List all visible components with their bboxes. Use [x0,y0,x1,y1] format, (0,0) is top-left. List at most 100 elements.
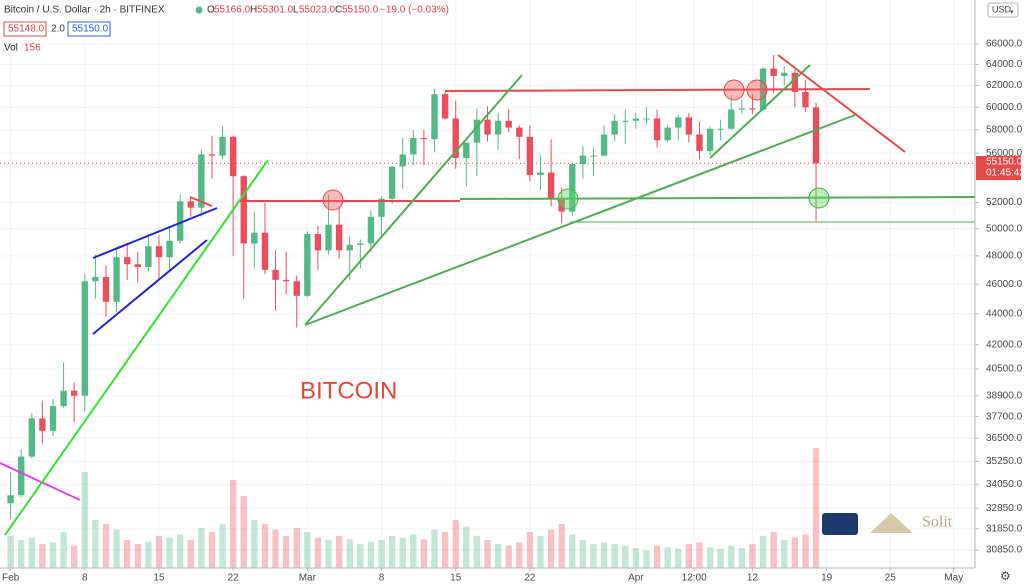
trendline [0,462,81,501]
candle-body [102,276,110,302]
candle-body [325,224,332,251]
dropdown-arrow[interactable]: ▾ [1010,9,1014,16]
volume-bar [770,532,777,568]
y-tick-label: 64000.0 [986,59,1023,70]
candle-body [420,137,428,140]
volume-bar [7,536,14,568]
x-tick-label: 8 [82,573,88,584]
trendline [92,207,218,259]
candle-body [717,128,724,130]
candle-body [272,269,279,280]
countdown: 01:45:42 [986,168,1024,179]
volume-bar [293,528,300,568]
marker-circle [557,188,579,210]
status-dot [195,6,203,14]
candle-body [664,127,671,141]
y-tick-label: 60000.0 [986,102,1023,113]
volume-bar [569,534,576,568]
candle-body [155,246,163,258]
volume-bar [229,480,237,568]
candle-body [399,154,406,167]
volume-bar [685,544,693,568]
logo-icon [822,513,858,535]
volume-bar [749,544,756,568]
currency[interactable]: USD [992,4,1012,14]
ask-box[interactable] [67,21,111,37]
x-tick-label: 22 [228,573,240,584]
volume-bar [781,540,788,568]
volume-bar [812,448,820,568]
y-tick-label: 50000.0 [986,223,1023,234]
candle-body [282,279,290,282]
volume-bar [176,534,184,568]
marker-circle [322,189,344,211]
candles [7,55,820,520]
volume-bar [611,544,618,568]
settings-icon[interactable]: ⚙ [1000,569,1011,583]
candle-body [781,72,788,76]
candle-body [473,119,481,143]
x-tick-label: 19 [821,573,833,584]
candle-body [569,164,576,212]
volume-bar [92,520,99,568]
volume-bar [123,540,131,568]
volume-bar [505,545,512,568]
volume-bar [357,544,364,568]
currency-button[interactable] [987,2,1019,18]
drawings [0,54,976,536]
volume-bar [325,540,332,568]
y-tick-label: 37700.0 [986,411,1023,422]
volume-bar [208,532,216,568]
volume-bar [738,548,746,568]
candle-body [632,118,640,121]
candle-body [494,120,502,135]
volume-bar [452,520,459,568]
candle-body [791,72,799,92]
ohlc-value: 55150.0 [342,5,379,16]
candle-body [600,134,608,156]
legend: Bitcoin / U.S. Dollar · 2h · BITFINEX O … [3,5,449,54]
candle-body [547,172,555,199]
volume-bar [304,532,311,568]
candle-body [28,418,35,457]
candle-body [579,155,587,165]
volume-bar [367,541,375,568]
x-tick-label: May [944,573,963,584]
x-tick-label: 8 [379,573,385,584]
candle-body [526,136,534,175]
bid-box[interactable] [3,21,47,37]
volume-bar [622,545,629,568]
volume-bar [102,524,110,568]
candle-body [749,108,756,110]
trendline [777,54,906,153]
candle-body [738,108,746,110]
y-tick-label: 40500.0 [986,364,1023,375]
volume-bar [441,532,449,568]
volume-bar [39,544,46,568]
volume-bar [431,529,438,568]
candle-body [685,117,693,135]
grid [0,0,975,568]
candle-body [113,257,120,302]
candle-body [293,281,300,296]
ask[interactable]: 55150.0 [72,24,109,35]
candle-body [166,240,173,258]
y-tick-label: 44000.0 [986,308,1023,319]
volume-bar [696,542,703,568]
candle-body [145,246,152,268]
candle-body [240,176,247,244]
bid[interactable]: 55148.0 [8,24,45,35]
candle-body [388,166,396,199]
candle-body [378,198,385,217]
candle-body [198,154,205,208]
candle-body [537,172,544,175]
volume-bar [113,529,120,568]
candle-body [441,94,449,119]
y-tick-label: 36500.0 [986,433,1023,444]
volume-bar [166,537,173,568]
candle-body [463,142,470,159]
last-price-badge [976,156,1021,180]
y-tick-label: 32850.0 [986,503,1023,514]
trendline [304,74,523,326]
candle-body [18,456,25,496]
